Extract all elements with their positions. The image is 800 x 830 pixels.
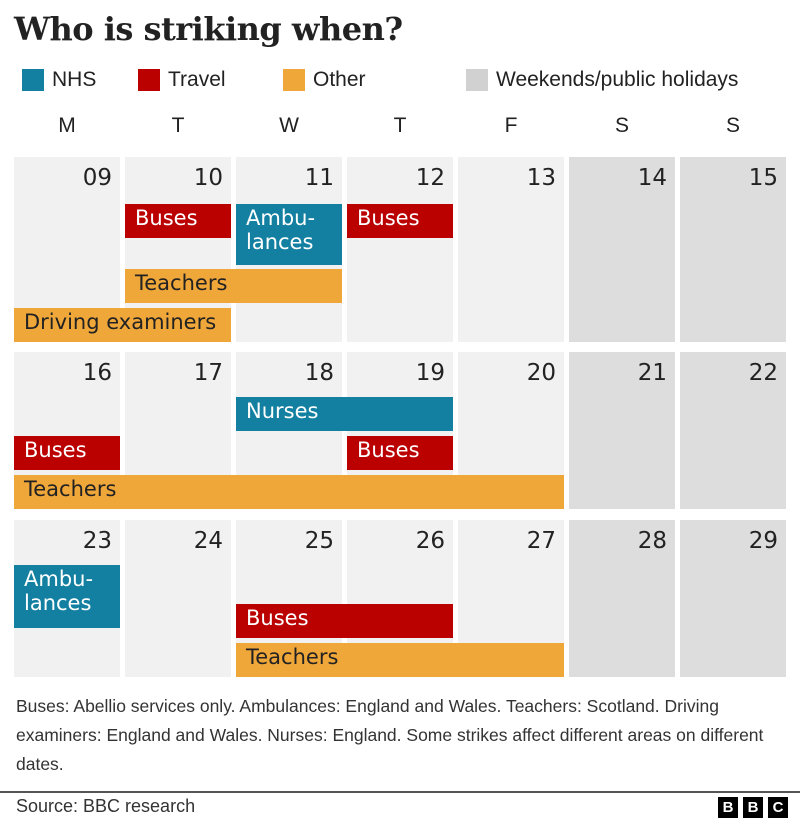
bbc-logo-letter: B (718, 797, 738, 818)
weekday-label: S (614, 114, 629, 137)
day-number: 26 (415, 528, 445, 554)
day-number: 15 (748, 165, 778, 191)
weekday-label: F (504, 114, 518, 137)
legend-item-other: Other (283, 67, 366, 93)
day-number: 11 (304, 165, 334, 191)
legend-label: Other (313, 68, 366, 91)
strike-bar-ambu-lances: Ambu- lances (236, 204, 342, 265)
legend-swatch (138, 69, 160, 91)
day-number: 20 (526, 360, 556, 386)
day-number: 22 (748, 360, 778, 386)
day-number: 27 (526, 528, 556, 554)
day-number: 25 (304, 528, 334, 554)
legend-label: Travel (168, 68, 226, 91)
day-number: 16 (82, 360, 112, 386)
strike-bar-buses: Buses (236, 604, 453, 638)
strike-bar-buses: Buses (347, 204, 453, 238)
day-number: 18 (304, 360, 334, 386)
legend-swatch (22, 69, 44, 91)
bbc-logo: B B C (718, 797, 788, 818)
bbc-logo-letter: B (743, 797, 763, 818)
day-number: 12 (415, 165, 445, 191)
day-number: 09 (82, 165, 112, 191)
day-number: 10 (193, 165, 223, 191)
weekday-label: T (393, 114, 407, 137)
strike-bar-driving-examiners: Driving examiners (14, 308, 231, 342)
weekday-label: M (58, 114, 76, 137)
weekday-label: S (725, 114, 740, 137)
bbc-logo-letter: C (768, 797, 788, 818)
strike-bar-buses: Buses (14, 436, 120, 470)
day-cell: 13 (458, 157, 564, 342)
strike-bar-nurses: Nurses (236, 397, 453, 431)
day-cell: 28 (569, 520, 675, 677)
strike-bar-buses: Buses (347, 436, 453, 470)
day-number: 19 (415, 360, 445, 386)
day-number: 14 (637, 165, 667, 191)
day-cell: 12 (347, 157, 453, 342)
day-cell: 22 (680, 352, 786, 509)
day-number: 29 (748, 528, 778, 554)
day-number: 24 (193, 528, 223, 554)
day-number: 23 (82, 528, 112, 554)
day-cell: 15 (680, 157, 786, 342)
day-number: 17 (193, 360, 223, 386)
strike-bar-teachers: Teachers (125, 269, 342, 303)
day-cell: 29 (680, 520, 786, 677)
chart-title: Who is striking when? (14, 10, 403, 48)
legend-swatch (283, 69, 305, 91)
legend-label: Weekends/public holidays (496, 68, 739, 91)
strike-bar-teachers: Teachers (14, 475, 564, 509)
weekday-label: T (171, 114, 185, 137)
strike-bar-teachers: Teachers (236, 643, 564, 677)
source-text: Source: BBC research (16, 796, 196, 816)
day-cell: 21 (569, 352, 675, 509)
day-number: 21 (637, 360, 667, 386)
legend-item-weekends-public-holidays: Weekends/public holidays (466, 67, 738, 93)
legend-label: NHS (52, 68, 97, 91)
legend-item-travel: Travel (138, 67, 226, 93)
footnote: Buses: Abellio services only. Ambulances… (16, 696, 764, 774)
footer-divider (0, 791, 800, 793)
strike-bar-ambu-lances: Ambu- lances (14, 565, 120, 628)
day-number: 28 (637, 528, 667, 554)
strike-bar-buses: Buses (125, 204, 231, 238)
day-cell: 14 (569, 157, 675, 342)
legend-swatch (466, 69, 488, 91)
day-number: 13 (526, 165, 556, 191)
weekday-label: W (279, 114, 299, 137)
legend-item-nhs: NHS (22, 67, 96, 93)
day-cell: 24 (125, 520, 231, 677)
